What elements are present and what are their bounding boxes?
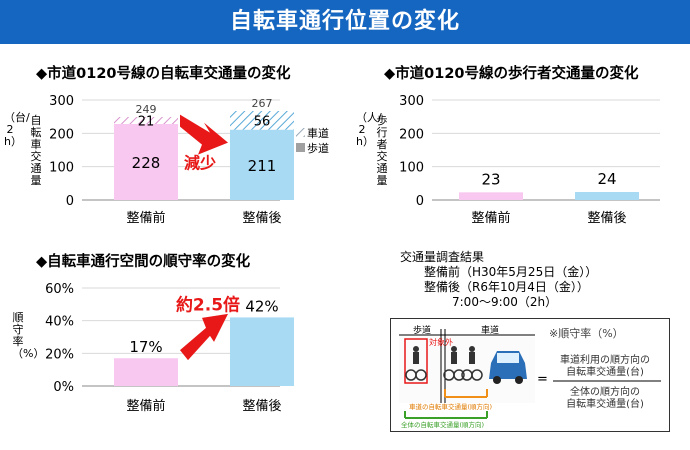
data-label-total: 249 (136, 103, 157, 116)
survey-time: 7:00～9:00（2h） (452, 295, 558, 309)
y-tick-label: 20% (45, 347, 74, 362)
ped-axis-title: 歩行者交通量 (376, 114, 388, 187)
bar (459, 192, 523, 200)
y-tick-label: 0% (53, 380, 74, 395)
roadway-label: 車道 (481, 324, 499, 336)
bar-roadway (114, 117, 178, 124)
survey-title: 交通量調査結果 (400, 250, 485, 264)
total-bikes-caption: 全体の自転車交通量(順方向) (401, 420, 484, 429)
numerator-line2: 自転車交通量(台) (566, 365, 644, 378)
ped-unit-label: （人/2h） (356, 111, 382, 148)
numerator-line1: 車道利用の順方向の (560, 353, 650, 366)
x-tick-label: 整備前 (126, 210, 165, 226)
formula-title: ※順守率（%） (549, 326, 624, 340)
survey-after: 整備後（R6年10月4日（金）） (424, 280, 589, 294)
decrease-arrow (180, 114, 228, 155)
bar-roadway (230, 111, 294, 130)
car-icon (489, 351, 527, 384)
data-label: 23 (481, 170, 500, 188)
bike-unit-label: （台/2h） (4, 111, 30, 148)
sidewalk-label: 歩道 (413, 324, 431, 336)
excluded-label: 対象外 (429, 337, 453, 347)
x-tick-label: 整備後 (242, 210, 281, 226)
legend-sidewalk-swatch (296, 143, 305, 152)
denominator-line2: 自転車交通量(台) (566, 397, 644, 410)
ped-volume-title: ◆市道0120号線の歩行者交通量の変化 (384, 66, 639, 82)
x-tick-label: 整備後 (242, 398, 281, 414)
legend-roadway-label: 車道 (307, 126, 329, 140)
y-tick-label: 0 (66, 194, 74, 209)
y-tick-label: 40% (45, 315, 74, 330)
data-label-roadway: 56 (254, 114, 271, 129)
equals-sign: = (537, 372, 548, 387)
legend-roadway-swatch (296, 128, 305, 137)
data-label-roadway: 21 (138, 115, 155, 130)
y-tick-label: 300 (399, 94, 424, 109)
y-tick-label: 100 (49, 161, 74, 176)
ped-volume-chart: 0 100 200 300 23 整備前 24 整備後 (399, 94, 660, 226)
y-tick-label: 200 (399, 127, 424, 142)
bar (114, 358, 178, 386)
bar (575, 192, 639, 200)
compliance-title: ◆自転車通行空間の順守率の変化 (36, 254, 251, 270)
survey-before: 整備前（H30年5月25日（金）） (424, 265, 598, 279)
increase-annotation: 約2.5倍 (176, 295, 240, 316)
data-label: 42% (245, 297, 278, 315)
y-tick-label: 60% (45, 282, 74, 297)
compliance-rate-diagram: 歩道 車道 対象外 (390, 318, 670, 432)
y-tick-label: 0 (416, 194, 424, 209)
x-tick-label: 整備前 (471, 210, 510, 226)
x-tick-label: 整備前 (126, 398, 165, 414)
x-tick-label: 整備後 (587, 210, 626, 226)
bike-volume-title: ◆市道0120号線の自転車交通量の変化 (36, 66, 291, 82)
data-label: 24 (597, 170, 616, 188)
decrease-annotation: 減少 (184, 154, 216, 173)
data-label-sidewalk: 228 (132, 154, 161, 172)
bar-sidewalk (114, 124, 178, 200)
compliance-chart: 0% 20% 40% 60% 17% 整備前 42% 整備後 約2.5倍 (45, 282, 294, 414)
bar (230, 317, 294, 386)
roadway-bikes-caption: 車道の自転車交通量(順方向) (409, 402, 492, 411)
excluded-box (404, 338, 428, 384)
y-tick-label: 100 (399, 161, 424, 176)
cyclist-icon (461, 346, 483, 381)
bar-sidewalk (230, 129, 294, 200)
compliance-axis-title: 順守率（%） (12, 311, 45, 360)
data-label: 17% (129, 338, 162, 356)
y-tick-label: 200 (49, 127, 74, 142)
y-tick-label: 300 (49, 94, 74, 109)
data-label-sidewalk: 211 (248, 157, 277, 175)
bike-axis-title: 自転車交通量 (30, 114, 42, 187)
increase-arrow (180, 313, 228, 361)
denominator-line1: 全体の順方向の (570, 385, 640, 398)
page-title: 自転車通行位置の変化 (0, 0, 690, 44)
legend-sidewalk-label: 歩道 (307, 141, 329, 155)
cyclist-icon (443, 346, 465, 381)
data-label-total: 267 (252, 97, 273, 110)
cyclist-icon (405, 346, 427, 381)
